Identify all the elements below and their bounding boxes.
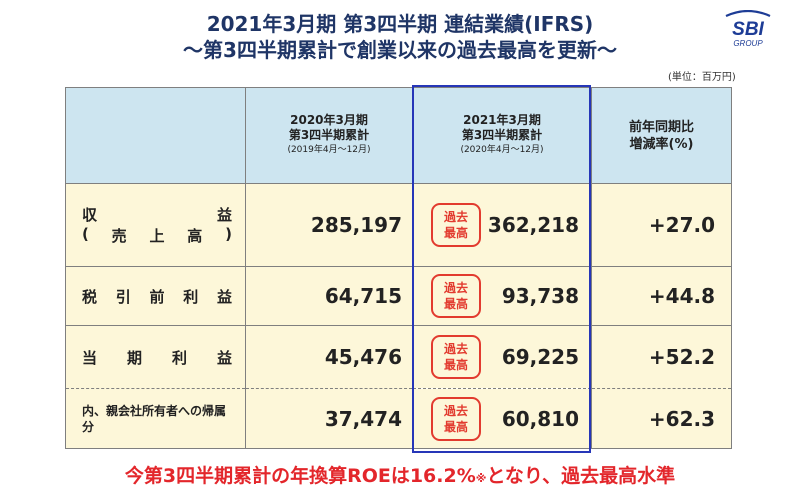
label-char: 売 [111, 227, 127, 245]
header-curr-line2: 第3四半期累計 [461, 128, 543, 142]
table-row: 税 引 前 利 益 64,715 過去 最高 93,738 +44.8 [65, 266, 732, 326]
label-char: 上 [149, 227, 165, 245]
prev-value: 45,476 [245, 325, 413, 389]
label-char: 当 [82, 348, 98, 367]
label-char: 益 [216, 206, 232, 224]
header-prev-period: 2020年3月期 第3四半期累計 (2019年4月～12月) [245, 87, 413, 184]
page-title: 2021年3月期 第3四半期 連結業績(IFRS) [206, 12, 594, 36]
logo-arc [725, 10, 771, 18]
label-char: 収 [82, 206, 98, 224]
table-row: 内、親会社所有者への帰属分 37,474 過去 最高 60,810 +62.3 [65, 388, 732, 449]
row-label-pretax-profit: 税 引 前 利 益 [65, 266, 246, 326]
header-prev-period-range: (2019年4月～12月) [287, 145, 371, 155]
footnote-mark: ※ [475, 472, 487, 485]
badge-line2: 最高 [443, 358, 468, 372]
curr-cell: 過去 最高 60,810 [412, 388, 592, 449]
table-header-row: 2020年3月期 第3四半期累計 (2019年4月～12月) 2021年3月期 … [65, 87, 732, 184]
label-char: ) [225, 225, 232, 243]
curr-cell: 過去 最高 93,738 [412, 266, 592, 326]
row-label-attributable-owners: 内、親会社所有者への帰属分 [65, 388, 246, 449]
curr-value: 69,225 [501, 345, 579, 369]
header-curr-period: 2021年3月期 第3四半期累計 (2020年4月～12月) [412, 87, 592, 184]
label-char: 税 [82, 287, 98, 306]
roe-note-text: 今第3四半期累計の年換算ROEは16.2% [124, 465, 476, 487]
sbi-group-logo: SBI GROUP [725, 10, 771, 48]
label-char: 利 [183, 287, 199, 306]
row-label-revenue: 収 益 ( 売 上 高 ) [65, 183, 246, 267]
prev-value: 285,197 [245, 183, 413, 267]
yoy-rate-value: +27.0 [591, 183, 732, 267]
header-rate-line2: 増減率(%) [629, 136, 694, 152]
results-table: 2020年3月期 第3四半期累計 (2019年4月～12月) 2021年3月期 … [65, 87, 732, 449]
record-high-badge: 過去 最高 [431, 396, 481, 441]
label-char: 期 [126, 348, 142, 367]
label-char: 引 [115, 287, 131, 306]
badge-line1: 過去 [443, 210, 468, 224]
table-row: 当 期 利 益 45,476 過去 最高 69,225 +52.2 [65, 325, 732, 389]
badge-line1: 過去 [443, 342, 468, 356]
label-char: ( [82, 225, 89, 243]
label-char: 前 [149, 287, 165, 306]
label-char: 益 [216, 287, 232, 306]
logo-sub: GROUP [733, 39, 763, 48]
table-row: 収 益 ( 売 上 高 ) 285,197 過去 最高 362,218 +27.… [65, 183, 732, 267]
row-label-net-profit: 当 期 利 益 [65, 325, 246, 389]
header-curr-period-range: (2020年4月～12月) [460, 145, 544, 155]
badge-line2: 最高 [443, 297, 468, 311]
roe-note: 今第3四半期累計の年換算ROEは16.2%※となり、過去最高水準 [0, 461, 800, 488]
label-char: 益 [216, 348, 232, 367]
curr-value: 60,810 [501, 406, 579, 431]
header-rate-line1: 前年同期比 [628, 119, 694, 135]
badge-line1: 過去 [443, 281, 468, 295]
record-high-badge: 過去 最高 [431, 335, 481, 379]
prev-value: 37,474 [245, 388, 413, 449]
header-prev-line1: 2020年3月期 [290, 113, 368, 127]
header-curr-line1: 2021年3月期 [463, 113, 541, 127]
label-main: 当 期 利 益 [82, 347, 232, 368]
record-high-badge: 過去 最高 [431, 274, 481, 318]
curr-value: 362,218 [487, 213, 579, 237]
page-subtitle: ～第3四半期累計で創業以来の過去最高を更新～ [183, 38, 617, 62]
curr-cell: 過去 最高 69,225 [412, 325, 592, 389]
badge-line2: 最高 [443, 226, 468, 240]
logo-text: SBI [732, 19, 764, 40]
yoy-rate-value: +62.3 [591, 388, 732, 449]
badge-line1: 過去 [443, 403, 468, 418]
header-prev-line2: 第3四半期累計 [288, 128, 370, 142]
roe-note-text-end: となり、過去最高水準 [486, 465, 676, 487]
label-main: 税 引 前 利 益 [82, 286, 232, 307]
label-char: 利 [171, 348, 187, 367]
label-main: 内、親会社所有者への帰属分 [82, 403, 227, 434]
curr-value: 93,738 [501, 284, 579, 308]
label-main: 収 益 [82, 204, 232, 225]
header-yoy-rate: 前年同期比 増減率(%) [591, 87, 732, 184]
curr-cell: 過去 最高 362,218 [412, 183, 592, 267]
record-high-badge: 過去 最高 [431, 203, 481, 247]
label-char: 高 [187, 227, 203, 245]
badge-line2: 最高 [443, 419, 468, 434]
unit-label: (単位：百万円) [668, 72, 736, 83]
label-sub: ( 売 上 高 ) [82, 225, 232, 246]
header-empty-cell [65, 87, 246, 184]
yoy-rate-value: +52.2 [591, 325, 732, 389]
prev-value: 64,715 [245, 266, 413, 326]
yoy-rate-value: +44.8 [591, 266, 732, 326]
